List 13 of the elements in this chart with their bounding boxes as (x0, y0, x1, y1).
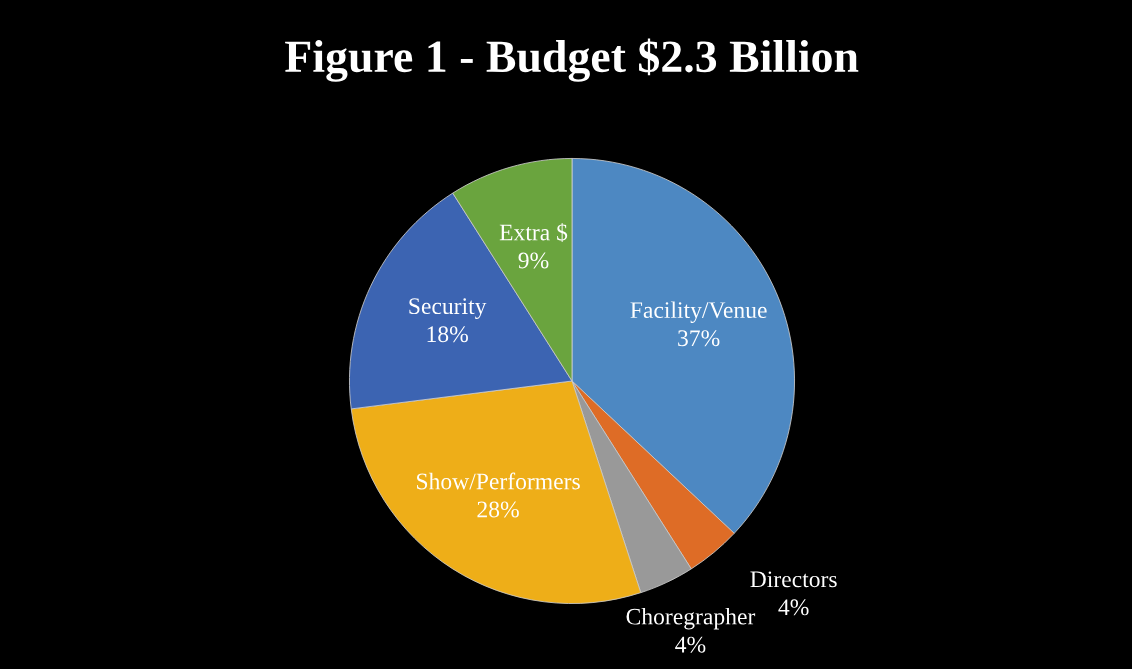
data-label: 4% (675, 636, 706, 653)
slice-label: Facility/Venue (630, 301, 767, 323)
slice-label: Directors (750, 571, 837, 588)
data-label: 18% (427, 326, 468, 343)
data-label: 37% (678, 330, 720, 347)
slice-label: Security (409, 298, 487, 319)
data-label: 28% (477, 501, 519, 518)
slice-label: Extra $ (499, 223, 568, 242)
slice-label: Show/Performers (417, 472, 580, 490)
data-label: 9% (518, 252, 549, 269)
chart-title: Figure 1 - Budget $2.3 Billion (285, 38, 859, 82)
data-label: 4% (778, 599, 809, 616)
slice-label: Choregrapher (626, 607, 756, 630)
